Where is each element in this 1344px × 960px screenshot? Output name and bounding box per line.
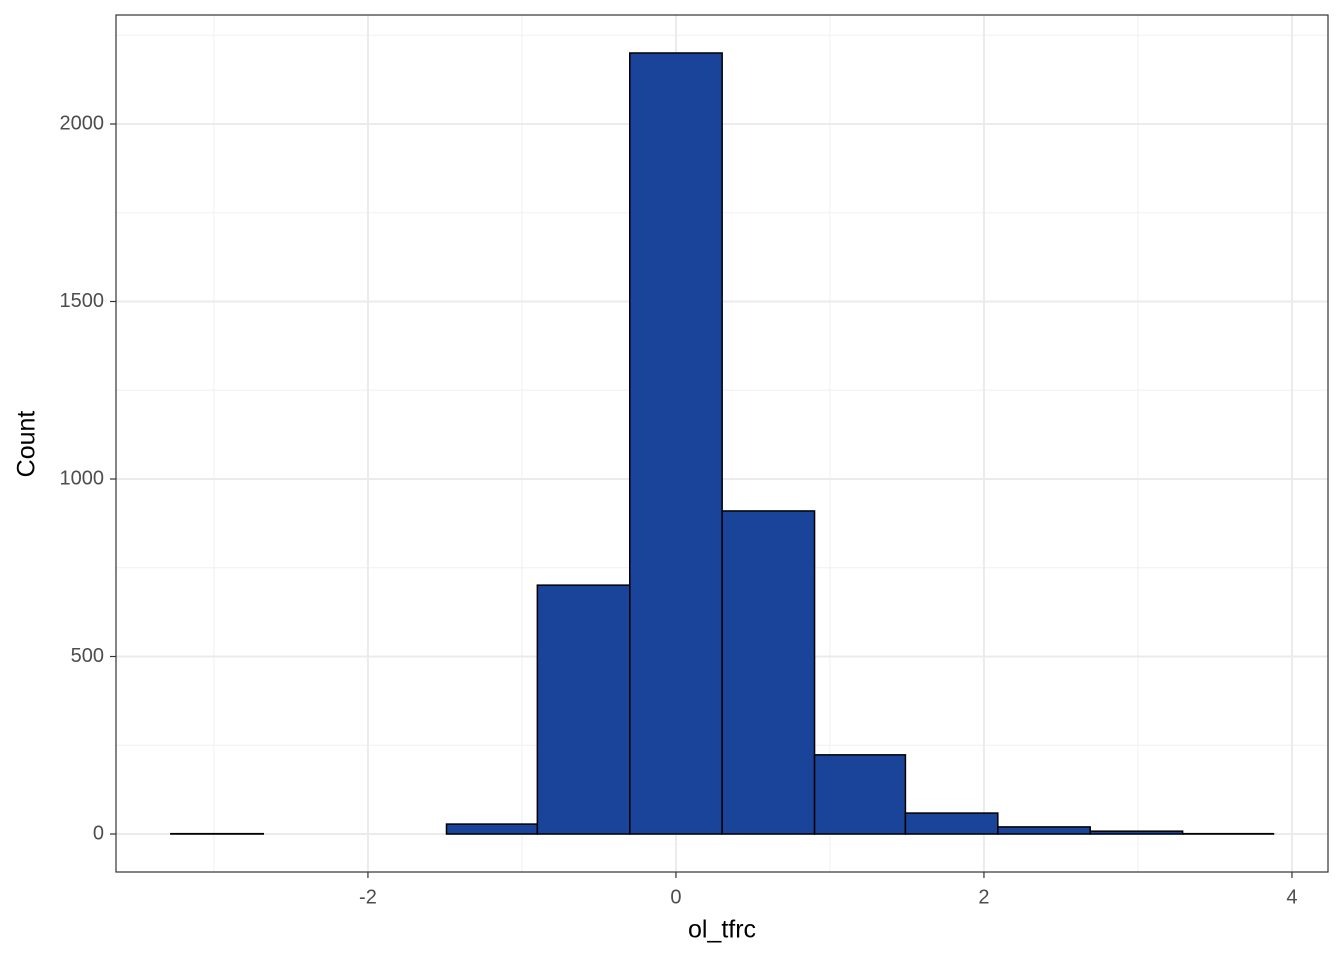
x-axis-title: ol_tfrc — [688, 916, 756, 944]
y-tick-label: 2000 — [60, 112, 105, 134]
x-tick-label: -2 — [359, 886, 377, 908]
x-tick-label: 2 — [978, 886, 989, 908]
bar — [536, 584, 631, 835]
bar — [629, 52, 723, 835]
bar — [1089, 830, 1184, 835]
y-tick-label: 500 — [71, 645, 104, 667]
y-tick-label: 0 — [93, 822, 104, 844]
bar — [997, 826, 1091, 835]
x-tick-label: 0 — [670, 886, 681, 908]
bar — [445, 823, 539, 835]
panel-border — [115, 14, 1329, 873]
y-tick-label: 1500 — [60, 290, 105, 312]
x-tick-label: 4 — [1286, 886, 1297, 908]
y-axis-title: Count — [13, 411, 41, 478]
bar — [721, 510, 816, 835]
bar — [904, 812, 999, 835]
y-tick-label: 1000 — [60, 467, 105, 489]
bar — [813, 754, 907, 835]
